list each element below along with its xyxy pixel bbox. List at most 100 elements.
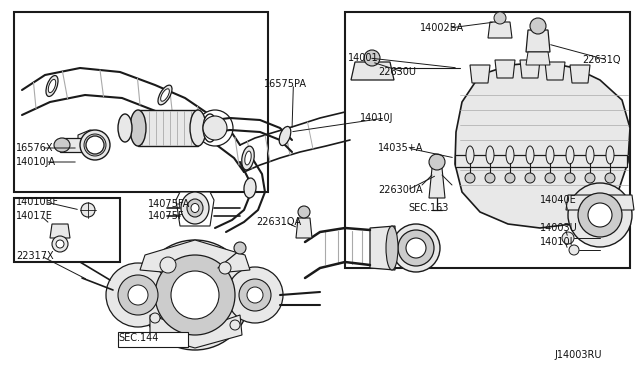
Ellipse shape	[245, 151, 251, 165]
Text: 14075F: 14075F	[148, 211, 184, 221]
Circle shape	[160, 257, 176, 273]
Bar	[14, 198, 120, 262]
Ellipse shape	[392, 224, 440, 272]
Circle shape	[530, 18, 546, 34]
Ellipse shape	[48, 79, 56, 93]
Circle shape	[52, 236, 68, 252]
Text: 16575PA: 16575PA	[264, 79, 307, 89]
Ellipse shape	[46, 76, 58, 96]
Ellipse shape	[54, 138, 70, 152]
Ellipse shape	[486, 146, 494, 164]
Ellipse shape	[586, 146, 594, 164]
Polygon shape	[520, 60, 540, 78]
Bar	[455, 155, 627, 167]
Circle shape	[562, 232, 574, 244]
Ellipse shape	[161, 89, 170, 101]
Circle shape	[485, 173, 495, 183]
Ellipse shape	[466, 146, 474, 164]
Ellipse shape	[130, 110, 146, 146]
Ellipse shape	[190, 110, 206, 146]
Text: 14075FA: 14075FA	[148, 199, 190, 209]
Text: 14010BF: 14010BF	[16, 197, 59, 207]
Polygon shape	[566, 195, 634, 210]
Polygon shape	[495, 60, 515, 78]
Circle shape	[569, 245, 579, 255]
Text: 14040E: 14040E	[540, 195, 577, 205]
Ellipse shape	[546, 146, 554, 164]
Text: SEC.163: SEC.163	[408, 203, 449, 213]
Bar	[60, 138, 82, 152]
Circle shape	[155, 255, 235, 335]
Bar	[138, 110, 198, 146]
Text: 22631QA: 22631QA	[256, 217, 301, 227]
Circle shape	[578, 193, 622, 237]
Circle shape	[585, 173, 595, 183]
Ellipse shape	[86, 136, 104, 154]
Circle shape	[171, 271, 219, 319]
Ellipse shape	[279, 126, 291, 145]
Circle shape	[56, 240, 64, 248]
Text: 22317X: 22317X	[16, 251, 54, 261]
Polygon shape	[370, 226, 395, 270]
Text: 14035+A: 14035+A	[378, 143, 424, 153]
Polygon shape	[140, 240, 250, 275]
Circle shape	[525, 173, 535, 183]
Circle shape	[605, 173, 615, 183]
Circle shape	[128, 285, 148, 305]
Circle shape	[230, 320, 240, 330]
Circle shape	[227, 267, 283, 323]
Text: 14017E: 14017E	[16, 211, 53, 221]
Circle shape	[568, 183, 632, 247]
Ellipse shape	[506, 146, 514, 164]
Circle shape	[465, 173, 475, 183]
Circle shape	[118, 275, 158, 315]
Ellipse shape	[242, 146, 254, 170]
Text: 14003U: 14003U	[540, 223, 578, 233]
Text: 22631Q: 22631Q	[582, 55, 621, 65]
Text: 14010J: 14010J	[360, 113, 394, 123]
Circle shape	[298, 206, 310, 218]
Circle shape	[197, 110, 233, 146]
Text: 14002BA: 14002BA	[420, 23, 464, 33]
Circle shape	[203, 116, 227, 140]
Ellipse shape	[398, 230, 434, 266]
Ellipse shape	[181, 192, 209, 224]
Text: J14003RU: J14003RU	[554, 350, 602, 360]
Polygon shape	[429, 168, 445, 198]
Polygon shape	[176, 192, 214, 226]
Text: 14010I: 14010I	[540, 237, 573, 247]
Text: 14010JA: 14010JA	[16, 157, 56, 167]
Ellipse shape	[158, 85, 172, 105]
Polygon shape	[150, 315, 242, 348]
Bar	[118, 332, 188, 347]
Ellipse shape	[386, 226, 398, 270]
Text: 14001: 14001	[348, 53, 379, 63]
Ellipse shape	[84, 134, 106, 156]
Text: 22630U: 22630U	[378, 67, 416, 77]
Text: 16576X: 16576X	[16, 143, 54, 153]
Circle shape	[565, 173, 575, 183]
Circle shape	[234, 242, 246, 254]
Polygon shape	[78, 130, 104, 148]
Circle shape	[150, 313, 160, 323]
Polygon shape	[470, 65, 490, 83]
Circle shape	[219, 262, 231, 274]
Circle shape	[494, 12, 506, 24]
Polygon shape	[570, 65, 590, 83]
Polygon shape	[488, 22, 512, 38]
Polygon shape	[455, 62, 630, 228]
Ellipse shape	[187, 199, 203, 217]
Polygon shape	[526, 52, 550, 65]
Polygon shape	[526, 30, 550, 52]
Circle shape	[545, 173, 555, 183]
Circle shape	[505, 173, 515, 183]
Circle shape	[364, 50, 380, 66]
Bar	[14, 12, 268, 192]
Circle shape	[247, 287, 263, 303]
Polygon shape	[50, 224, 70, 238]
Bar	[345, 12, 630, 268]
Ellipse shape	[203, 114, 217, 142]
Circle shape	[588, 203, 612, 227]
Ellipse shape	[191, 203, 199, 212]
Circle shape	[81, 203, 95, 217]
